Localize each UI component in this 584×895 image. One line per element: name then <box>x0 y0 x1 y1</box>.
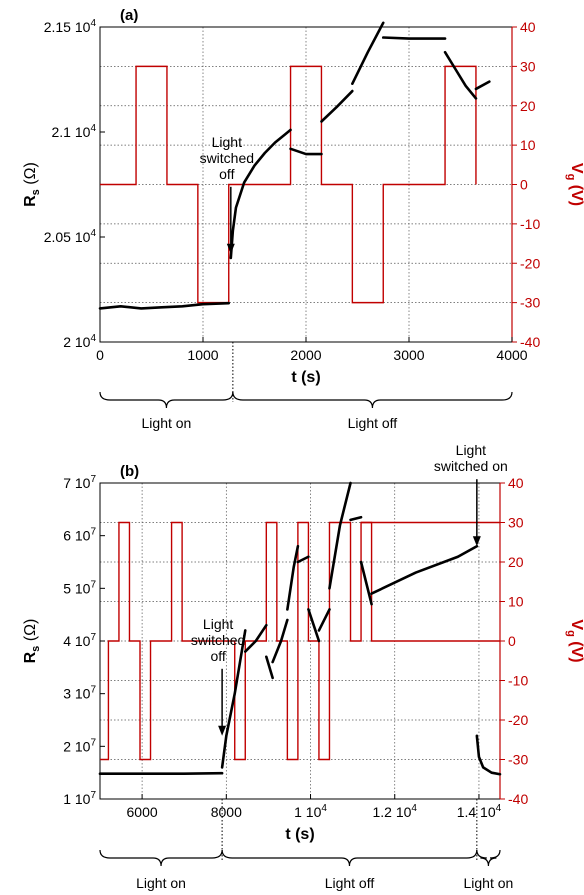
y-left-tick-label: 7 107 <box>63 474 96 491</box>
phase-brace <box>99 391 234 409</box>
annotation-text: switched <box>191 632 245 648</box>
x-axis-label: t (s) <box>285 826 314 843</box>
y-right-tick-label: 0 <box>508 633 516 649</box>
rs-series-segment <box>286 544 300 611</box>
rs-series-segment <box>317 608 331 632</box>
y-right-tick-label: -30 <box>520 295 540 311</box>
y-right-tick-label: -20 <box>508 712 528 728</box>
rs-series-segment <box>359 560 373 606</box>
y-right-axis-label: Vg (V) <box>565 619 584 662</box>
y-left-axis-label: Rs (Ω) <box>22 162 42 207</box>
rs-series-segment <box>443 50 478 100</box>
x-tick-label: 6000 <box>127 804 158 820</box>
y-left-tick-label: 6 107 <box>63 527 96 544</box>
y-left-tick-label: 2.05 104 <box>44 228 97 245</box>
rs-series-segment <box>381 36 447 40</box>
y-right-tick-label: 0 <box>520 177 528 193</box>
annotation-text: off <box>210 648 225 664</box>
rs-series-segment <box>243 623 268 653</box>
y-right-tick-label: -30 <box>508 752 528 768</box>
y-left-tick-label: 4 107 <box>63 632 96 649</box>
x-tick-label: 1.4 104 <box>457 803 502 820</box>
rs-series-segment <box>265 655 274 680</box>
y-left-tick-label: 3 107 <box>63 685 96 702</box>
panel-a: 0 1000 2000 3000 4000 2 104 2.05 104 2.1 104 2.1… <box>22 7 584 431</box>
x-axis-label: t (s) <box>291 369 320 386</box>
rs-series-segment <box>98 771 224 776</box>
x-tick-label: 2000 <box>290 347 321 363</box>
phase-label: Light on <box>136 875 186 891</box>
y-right-tick-label: 30 <box>508 515 524 531</box>
rs-series-segment <box>474 80 491 91</box>
rs-series-segment <box>351 21 385 85</box>
phase-brace <box>232 391 513 409</box>
annotation-text: Light <box>212 134 242 150</box>
annotation-text: Light <box>456 442 486 458</box>
rs-series-segment <box>229 128 292 260</box>
annotation-text: switched on <box>434 458 508 474</box>
phase-brace <box>221 849 478 867</box>
phase-brace <box>476 849 501 867</box>
annotation-text: switched <box>200 150 254 166</box>
y-left-tick-label: 5 107 <box>63 579 96 596</box>
phase-label: Light on <box>142 415 192 431</box>
y-right-tick-label: -10 <box>520 216 540 232</box>
rs-series-segment <box>370 544 479 595</box>
panel-b: 6000 8000 1 104 1.2 104 1.4 104 1 107 2 107 3 1… <box>22 442 584 891</box>
annotation-arrowhead <box>472 536 481 547</box>
y-right-tick-label: 20 <box>508 554 524 570</box>
phase-label: Light off <box>348 415 398 431</box>
rs-series-segment <box>98 301 231 310</box>
y-right-tick-label: 40 <box>520 19 536 35</box>
x-tick-label: 1000 <box>187 347 218 363</box>
panel-label: (a) <box>120 7 138 24</box>
rs-series-segment <box>271 618 289 664</box>
x-tick-label: 3000 <box>393 347 424 363</box>
rs-series-segment <box>296 555 310 564</box>
y-left-axis-label: Rs (Ω) <box>22 619 42 664</box>
x-tick-label: 1 104 <box>294 803 327 820</box>
y-right-tick-label: 10 <box>520 137 536 153</box>
phase-label: Light off <box>325 875 375 891</box>
y-left-tick-label: 2 104 <box>63 333 96 350</box>
rs-series-segment <box>328 481 352 590</box>
y-right-tick-label: 20 <box>520 98 536 114</box>
rs-series-segment <box>320 89 354 123</box>
rs-series-segment <box>289 147 323 156</box>
y-left-tick-label: 2.15 104 <box>44 18 97 35</box>
y-right-tick-label: -40 <box>520 334 540 350</box>
y-right-tick-label: 40 <box>508 475 524 491</box>
panel-label: (b) <box>120 463 139 480</box>
y-right-tick-label: 10 <box>508 594 524 610</box>
y-left-tick-label: 1 107 <box>63 790 96 807</box>
phase-brace <box>99 849 223 867</box>
rs-series-segment <box>349 515 363 522</box>
y-left-tick-label: 2 107 <box>63 737 96 754</box>
x-tick-label: 1.2 104 <box>372 803 417 820</box>
x-tick-label: 0 <box>96 347 104 363</box>
annotation-arrowhead <box>218 725 227 736</box>
phase-label: Light on <box>464 875 514 891</box>
y-left-tick-label: 2.1 104 <box>52 123 97 140</box>
y-right-tick-label: -20 <box>520 255 540 271</box>
rs-series-segment <box>220 629 247 769</box>
rs-series-segment <box>307 608 321 643</box>
y-right-tick-label: -40 <box>508 791 528 807</box>
rs-series-segment <box>475 734 502 776</box>
annotation-arrowhead <box>226 243 235 254</box>
x-tick-label: 4000 <box>496 347 527 363</box>
y-right-tick-label: 30 <box>520 58 536 74</box>
vg-series-line <box>100 65 477 304</box>
annotation-text: Light <box>203 616 233 632</box>
y-right-axis-label: Vg (V) <box>565 163 584 206</box>
y-right-tick-label: -10 <box>508 673 528 689</box>
x-tick-label: 8000 <box>211 804 242 820</box>
annotation-text: off <box>219 166 234 182</box>
vg-series-tail <box>361 521 500 642</box>
